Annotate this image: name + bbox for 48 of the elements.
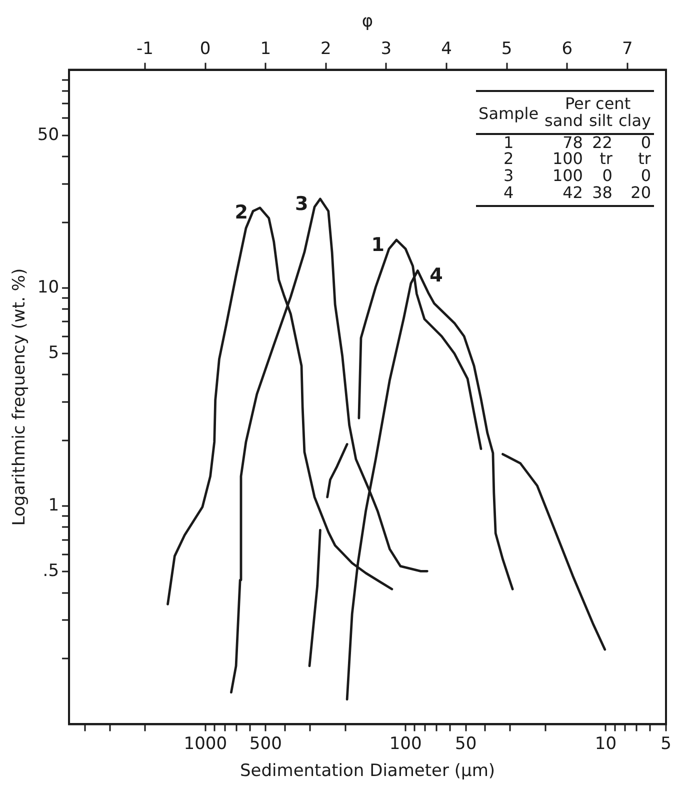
annotation: tr: [598, 149, 614, 168]
annotation: 38: [586, 182, 616, 206]
x-tick-label: 5: [660, 734, 672, 754]
x2-tick-label: 0: [200, 39, 211, 60]
y-axis-title: Logarithmic frequency (wt. %): [10, 268, 30, 526]
x2-tick-label: 3: [380, 39, 392, 60]
y-tick-label: 50: [37, 124, 60, 145]
x2-tick-label: -1: [136, 39, 154, 60]
annotation: Sample: [476, 91, 542, 134]
annotation: sand: [542, 110, 586, 134]
annotation: clay: [615, 110, 654, 134]
annotation: 78: [562, 132, 584, 152]
y-tick-label: 5: [48, 343, 60, 364]
annotation: silt: [586, 110, 616, 134]
annotation: 20: [615, 182, 654, 206]
series-label: 4: [430, 264, 443, 287]
x-tick-label: 500: [249, 734, 282, 754]
legend-label: 1: [502, 132, 515, 152]
annotation: 42: [542, 182, 586, 206]
x2-tick-label: 5: [501, 39, 512, 60]
x2-tick-label: 1: [260, 39, 272, 60]
annotation: 100: [551, 166, 584, 186]
annotation: 2: [502, 149, 515, 168]
annotation: 22: [591, 132, 614, 152]
annotation: 1: [371, 234, 385, 256]
series-label: 3: [294, 192, 308, 215]
y-tick-label: 1: [48, 495, 60, 516]
x2-tick-label: 6: [562, 39, 573, 60]
x-tick-label: 10: [594, 734, 617, 754]
annotation: 0: [640, 132, 652, 152]
series-label: 2: [234, 202, 248, 224]
x-tick-label: 50: [455, 734, 477, 754]
annotation: 0: [601, 166, 614, 186]
annotation: 100: [551, 149, 584, 168]
annotation: 0: [640, 166, 652, 186]
x2-tick-label: 2: [320, 39, 332, 60]
x-tick-label: 100: [389, 734, 422, 754]
y-tick-label: 10: [37, 277, 60, 298]
x2-axis-title: φ: [362, 12, 374, 32]
x2-tick-label: 4: [441, 39, 452, 60]
annotation: 4: [476, 182, 542, 206]
annotation: tr: [637, 149, 652, 168]
y-tick-label: .5: [42, 561, 60, 582]
annotation: Per cent: [542, 91, 654, 113]
x2-tick-label: 7: [622, 39, 633, 60]
x-tick-label: 1000: [184, 734, 228, 754]
annotation: 3: [502, 166, 515, 186]
x-axis-title: Sedimentation Diameter (µm): [240, 761, 496, 782]
